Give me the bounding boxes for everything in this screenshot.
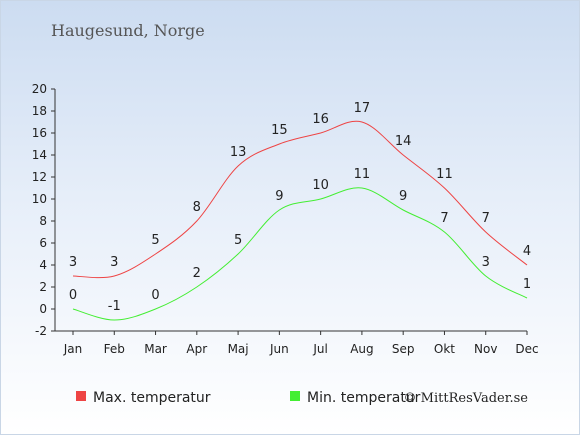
y-tick-label: 18 — [32, 104, 47, 118]
y-tick-label: 16 — [32, 126, 47, 140]
min-data-label: 10 — [312, 178, 329, 193]
legend-label-max: Max. temperatur — [93, 390, 211, 406]
max-data-label: 11 — [436, 167, 453, 182]
legend-swatch-min — [290, 391, 300, 401]
max-data-label: 13 — [230, 145, 247, 160]
y-tick-label: 8 — [39, 214, 47, 228]
legend-label-min: Min. temperatur — [307, 390, 421, 406]
series-layer — [72, 120, 528, 321]
max-data-label: 15 — [271, 123, 288, 138]
y-tick-label: 4 — [39, 258, 47, 272]
y-tick-label: 2 — [39, 280, 47, 294]
max-data-label: 17 — [354, 101, 371, 116]
x-tick-label: Maj — [228, 342, 249, 356]
min-data-label: 2 — [193, 266, 201, 281]
max-data-label: 3 — [69, 255, 77, 270]
max-data-label: 8 — [193, 200, 201, 215]
x-tick-label: Jun — [269, 342, 289, 356]
min-data-label: 9 — [275, 189, 283, 204]
min-data-label: 11 — [354, 167, 371, 182]
x-tick-label: Apr — [186, 342, 207, 356]
x-tick-label: Nov — [474, 342, 497, 356]
x-tick-label: Feb — [104, 342, 125, 356]
min-temperature-line — [72, 187, 528, 321]
x-tick-label: Jan — [63, 342, 83, 356]
min-data-label: 9 — [399, 189, 407, 204]
max-data-label: 14 — [395, 134, 412, 149]
x-tick-label: Okt — [434, 342, 455, 356]
y-tick-label: 14 — [32, 148, 47, 162]
y-tick-label: 20 — [32, 82, 47, 96]
max-temperature-line — [72, 120, 528, 279]
min-data-label: 7 — [440, 211, 448, 226]
max-data-label: 16 — [312, 112, 329, 127]
location-title: Haugesund, Norge — [51, 21, 205, 40]
legend-swatch-max — [76, 391, 86, 401]
x-tick-label: Dec — [515, 342, 538, 356]
min-data-label: 1 — [523, 277, 531, 292]
min-data-label: 0 — [151, 288, 159, 303]
y-tick-label: 10 — [32, 192, 47, 206]
y-tick-label: 0 — [39, 302, 47, 316]
legend: Max. temperatur Min. temperatur — [76, 390, 421, 406]
max-data-label: 5 — [151, 233, 159, 248]
x-tick-label: Mar — [144, 342, 167, 356]
data-labels: 3 3 5 8 13 15 16 17 14 11 7 4 0 -1 0 2 5 9 10 11 9 7 3 1 — [69, 101, 531, 314]
min-data-label: 5 — [234, 233, 242, 248]
max-data-label: 4 — [523, 244, 531, 259]
x-tick-label: Jul — [312, 342, 327, 356]
min-data-label: 3 — [482, 255, 490, 270]
min-data-label: -1 — [108, 299, 121, 314]
x-tick-label: Aug — [350, 342, 373, 356]
y-tick-label: 12 — [32, 170, 47, 184]
max-data-label: 7 — [482, 211, 490, 226]
y-tick-label: 6 — [39, 236, 47, 250]
x-tick-label: Sep — [392, 342, 415, 356]
min-data-label: 0 — [69, 288, 77, 303]
y-tick-label: -2 — [35, 324, 47, 338]
copyright-text: © MittResVader.se — [404, 391, 529, 406]
max-data-label: 3 — [110, 255, 118, 270]
